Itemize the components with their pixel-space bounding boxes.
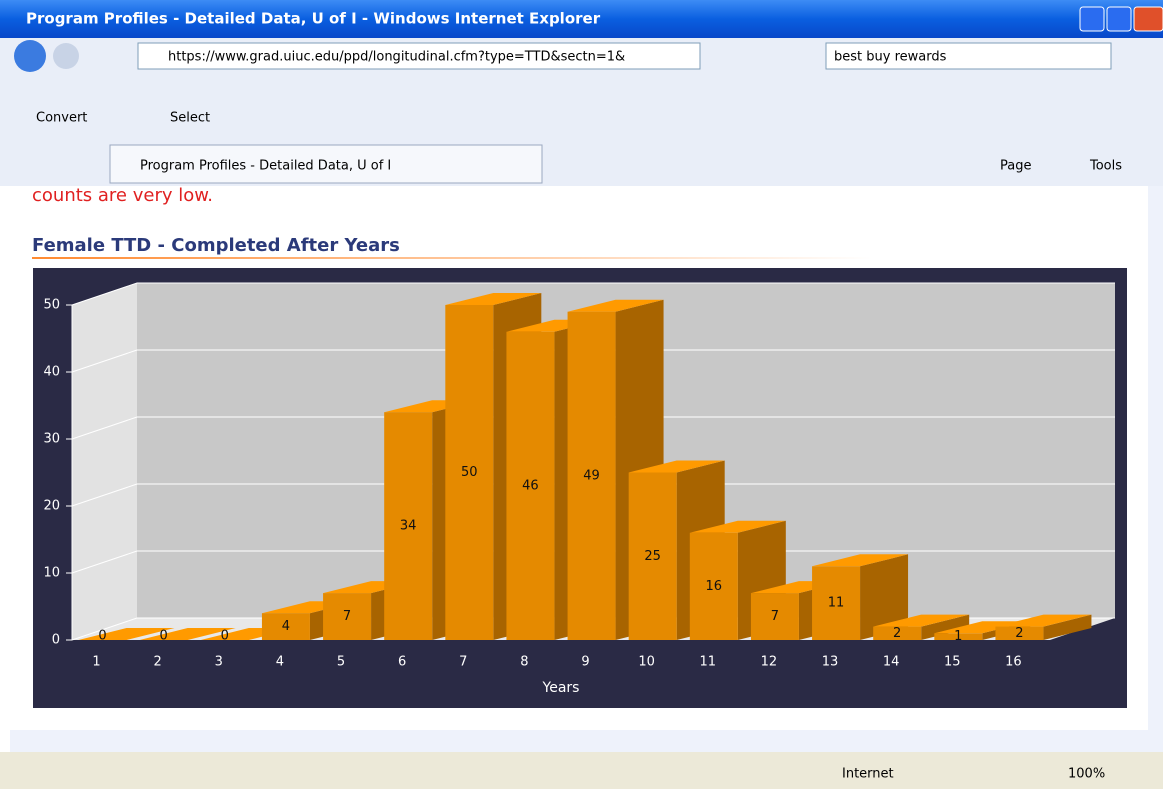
y-tick-label: 0 [52,633,60,648]
tab-title: Program Profiles - Detailed Data, U of I [140,159,391,174]
bar-top [567,299,664,312]
x-tick-label: 4 [276,655,284,670]
x-tick-label: 11 [700,655,717,670]
x-tick-label: 13 [822,655,839,670]
close[interactable] [1133,6,1163,32]
value-label: 7 [343,609,351,624]
bar [689,532,738,640]
value-label: 16 [706,579,723,594]
title-bar [0,0,1163,38]
y-tick-label: 50 [43,298,60,313]
command[interactable]: Page [1000,159,1031,174]
value-label: 11 [828,596,845,611]
value-label: 1 [954,629,962,644]
bar [873,626,922,640]
side-wall [72,283,137,640]
x-tick-label: 12 [761,655,778,670]
x-tick-label: 10 [638,655,655,670]
x-tick-label: 9 [581,655,589,670]
x-tick-label: 1 [92,655,100,670]
x-tick-label: 6 [398,655,406,670]
command[interactable]: Tools [1089,159,1122,174]
value-label: 2 [893,626,901,641]
x-tick-label: 7 [459,655,467,670]
x-tick-label: 16 [1005,655,1022,670]
bar [750,593,799,640]
value-label: 46 [522,478,539,493]
bar [628,472,677,640]
bar-side [860,554,909,640]
bar [506,331,555,640]
y-tick-label: 30 [43,432,60,447]
value-label: 34 [400,519,417,534]
value-label: 50 [461,465,478,480]
bar [384,412,433,640]
bar [812,566,861,640]
status-bar [0,752,1163,789]
partial-text: counts are very low. [32,185,213,206]
value-label: 0 [98,629,106,644]
bar-top [78,628,175,640]
bar [995,626,1044,640]
minimize[interactable] [1079,6,1105,32]
x-tick-label: 8 [520,655,528,670]
value-label: 7 [771,609,779,624]
value-label: 0 [160,629,168,644]
grid-line [71,416,1115,440]
v-scrollbar[interactable] [1148,186,1163,730]
x-tick-label: 5 [337,655,345,670]
toolbar-item[interactable]: Convert [36,111,87,126]
bar-side [921,614,970,640]
x-tick-label: 3 [215,655,223,670]
search-text: best buy rewards [834,50,947,65]
bar [445,305,494,640]
status-zone: Internet [842,767,894,782]
bar-top [689,520,786,533]
value-label: 4 [282,619,290,634]
forward-button[interactable] [53,43,79,69]
grid-line [71,349,1115,373]
toolbar-item[interactable]: Select [170,111,210,126]
bar [934,633,983,640]
bar-top [139,628,236,640]
maximize[interactable] [1106,6,1132,32]
x-tick-label: 2 [154,655,162,670]
heading: Female TTD - Completed After Years [32,235,400,256]
search-box[interactable] [825,42,1112,70]
bar-top [995,614,1092,627]
bar [261,613,310,640]
value-label: 2 [1015,626,1023,641]
y-tick-label: 10 [43,566,60,581]
heading-rule [32,257,872,259]
bar-top [445,293,542,305]
bar [567,311,616,640]
bar-top [812,554,909,567]
bar-top [873,614,970,627]
h-scrollbar[interactable] [10,730,1163,752]
grid-line [71,483,1115,507]
bar-side [1043,614,1092,640]
y-tick-label: 20 [43,499,60,514]
window-title: Program Profiles - Detailed Data, U of I… [26,10,601,28]
bar [323,593,372,640]
value-label: 49 [583,468,600,483]
grid-line [71,550,1115,574]
x-tick-label: 14 [883,655,900,670]
status-zoom[interactable]: 100% [1068,767,1105,782]
x-axis-label: Years [542,680,580,696]
value-label: 0 [221,629,229,644]
address-bar[interactable] [137,42,701,70]
x-tick-label: 15 [944,655,961,670]
value-label: 25 [644,549,661,564]
back-button[interactable] [14,40,46,72]
address-text: https://www.grad.uiuc.edu/ppd/longitudin… [168,50,625,65]
grid-line [71,282,1115,306]
tab[interactable] [109,144,543,184]
bar-top [628,460,725,473]
y-tick-label: 40 [43,365,60,380]
